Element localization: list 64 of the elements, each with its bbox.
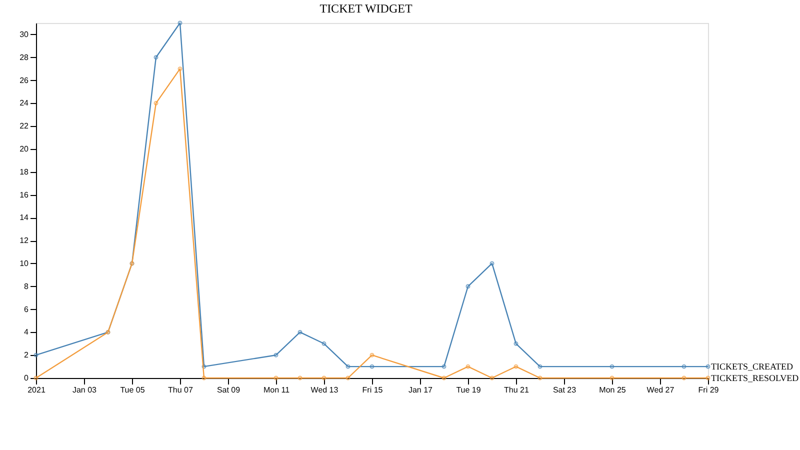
point [178,20,182,26]
y-tick-label: 30 [20,30,30,39]
y-tick-label: 12 [20,236,30,246]
x-tick-label: Fri 29 [698,386,720,394]
x-tick-label: Sat 09 [216,386,241,394]
point [610,376,614,380]
point [490,261,494,266]
y-tick-label: 4 [24,328,30,337]
point [682,364,686,369]
point [514,364,518,369]
point [154,55,158,60]
point [346,364,350,369]
point [682,376,686,380]
y-tick-label: 26 [20,76,30,85]
series-label: TICKETS_RESOLVED [711,373,800,383]
point [538,364,542,369]
y-tick-label: 20 [20,144,30,154]
y-tick-label: 22 [20,122,30,131]
x-tick-label: Thu 21 [504,386,530,394]
point [202,376,206,380]
point [370,364,374,369]
y-tick-label: 10 [20,258,30,268]
point [538,376,542,380]
point [178,66,182,72]
point [490,376,494,380]
chart-title: TICKET WIDGET [320,1,413,16]
x-tick-label: Tue 05 [120,386,146,394]
x-tick-label: Jan 17 [408,386,434,394]
x-tick-label: Thu 07 [168,386,194,394]
y-tick-label: 24 [20,98,30,108]
point [202,364,206,369]
point [346,376,350,380]
y-tick-label: 0 [24,374,30,382]
point [442,376,446,380]
x-tick-label: Jan 03 [72,386,98,394]
x-tick-label: Wed 13 [310,386,339,394]
y-tick-label: 14 [20,213,30,222]
point [610,364,614,369]
point [466,364,470,369]
x-tick-label: Mon 25 [599,386,626,394]
x-tick-label: Mon 11 [263,386,290,394]
point [370,352,374,358]
x-tick-label: Tue 19 [456,386,482,394]
y-tick-label: 18 [20,167,30,176]
x-tick-label: 2021 [28,386,46,394]
point [466,284,470,289]
point [442,364,446,369]
series-label: TICKETS_CREATED [711,362,794,372]
x-tick-label: Sat 23 [552,386,577,394]
point [274,352,278,358]
y-tick-label: 28 [20,52,30,62]
point [298,376,302,380]
point [298,330,302,334]
y-tick-label: 8 [24,282,30,291]
y-tick-label: 6 [24,304,30,314]
x-tick-label: Wed 27 [646,386,675,394]
point [322,376,326,380]
x-tick-label: Fri 15 [362,386,384,394]
y-tick-label: 2 [24,350,30,360]
y-tick-label: 16 [20,190,30,200]
point [154,100,158,106]
point [274,376,278,380]
point [514,341,518,346]
point [322,341,326,346]
